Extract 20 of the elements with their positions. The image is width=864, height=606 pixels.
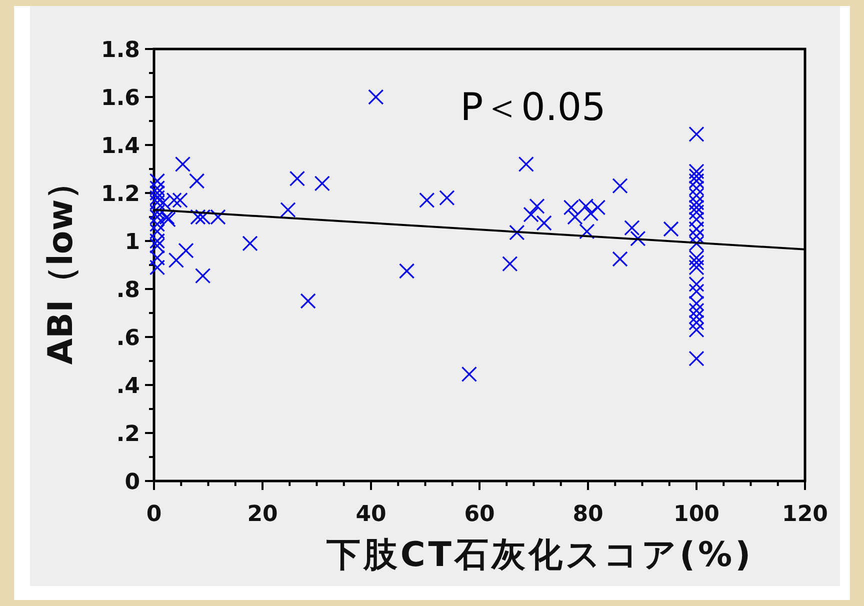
y-tick-label: .4 — [116, 374, 140, 399]
y-tick-label: 1 — [124, 230, 140, 255]
y-tick-label: .8 — [116, 278, 140, 303]
x-tick-label: 120 — [782, 502, 828, 527]
y-tick-label: 0 — [124, 470, 140, 495]
y-axis-title: ABI（low） — [41, 165, 81, 365]
x-tick-label: 40 — [356, 502, 386, 527]
y-tick-label: .2 — [116, 422, 140, 447]
y-tick-label: 1.2 — [101, 182, 140, 207]
x-tick-label: 20 — [247, 502, 278, 527]
x-tick-label: 0 — [146, 502, 162, 527]
y-tick-label: 1.8 — [101, 38, 140, 63]
x-axis-title: 下肢CT石灰化スコア(%) — [325, 535, 754, 575]
y-tick-label: .6 — [116, 326, 140, 351]
y-tick-label: 1.4 — [101, 134, 140, 159]
x-tick-label: 80 — [572, 502, 604, 527]
annotation: P＜0.05 — [460, 85, 606, 129]
x-tick-label: 60 — [464, 502, 495, 527]
x-tick-label: 100 — [674, 502, 720, 527]
y-tick-label: 1.6 — [101, 86, 140, 111]
